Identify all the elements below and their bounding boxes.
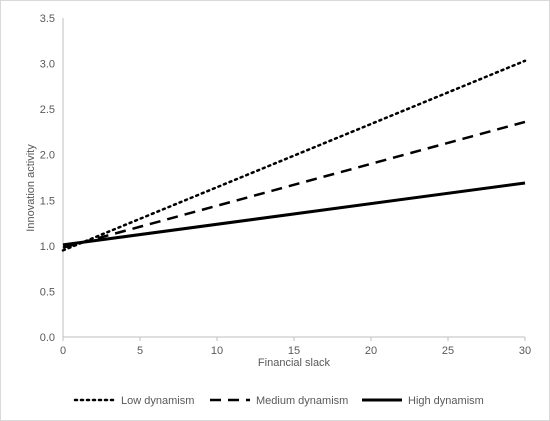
x-tick-label: 0 xyxy=(60,345,66,357)
series-line-dotted xyxy=(61,59,527,252)
y-tick-label: 2.0 xyxy=(40,150,55,162)
y-tick-label: 3.5 xyxy=(40,13,55,25)
x-axis-label: Financial slack xyxy=(258,357,331,369)
x-tick-label: 25 xyxy=(442,345,454,357)
y-tick-label: 0.0 xyxy=(40,332,55,344)
y-axis-label: Innovation activity xyxy=(25,144,37,232)
y-tick-label: 1.0 xyxy=(40,241,55,253)
x-tick-label: 10 xyxy=(211,345,223,357)
y-tick-label: 1.5 xyxy=(40,195,55,207)
series-lines xyxy=(61,59,527,252)
legend: Low dynamism Medium dynamism High dynamism xyxy=(73,395,484,407)
y-tick-label: 3.0 xyxy=(40,59,55,71)
series-line-dashed xyxy=(62,120,526,249)
x-tick-label: 5 xyxy=(137,345,143,357)
axes: 0.0 0.5 1.0 1.5 2.0 2.5 3.0 3.5 0 5 10 15 20 25 30 xyxy=(40,13,531,357)
legend-label: Medium dynamism xyxy=(256,395,348,407)
y-tick-label: 0.5 xyxy=(40,286,55,298)
x-tick-label: 20 xyxy=(365,345,377,357)
legend-label: Low dynamism xyxy=(121,395,194,407)
y-tick-label: 2.5 xyxy=(40,104,55,116)
legend-label: High dynamism xyxy=(408,395,484,407)
series-line-solid xyxy=(62,181,526,247)
x-tick-label: 30 xyxy=(519,345,531,357)
x-tick-label: 15 xyxy=(288,345,300,357)
